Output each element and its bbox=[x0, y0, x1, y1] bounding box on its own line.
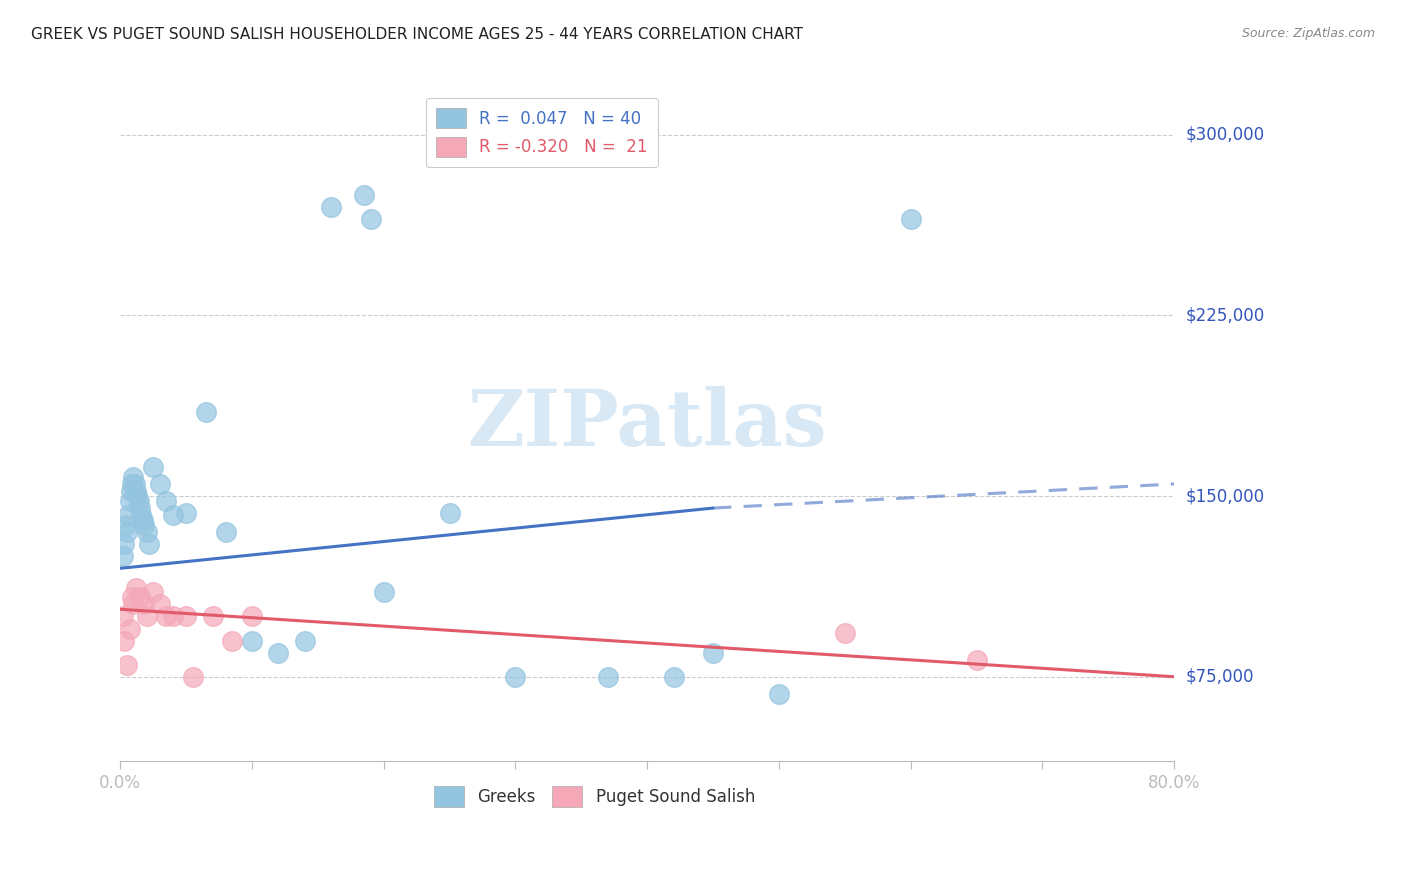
Point bbox=[111, 549, 134, 564]
Point bbox=[702, 646, 724, 660]
Point bbox=[129, 501, 152, 516]
Point bbox=[132, 517, 155, 532]
Point bbox=[131, 513, 153, 527]
Point bbox=[114, 517, 136, 532]
Point bbox=[360, 211, 382, 226]
Point bbox=[135, 609, 157, 624]
Point bbox=[174, 609, 197, 624]
Point bbox=[121, 591, 143, 605]
Point bbox=[120, 484, 142, 499]
Point bbox=[155, 493, 177, 508]
Point bbox=[128, 493, 150, 508]
Point bbox=[162, 508, 184, 523]
Point bbox=[662, 670, 685, 684]
Point bbox=[353, 187, 375, 202]
Point bbox=[142, 460, 165, 475]
Point bbox=[117, 508, 139, 523]
Point bbox=[115, 657, 138, 672]
Point bbox=[111, 609, 134, 624]
Text: $225,000: $225,000 bbox=[1185, 306, 1264, 325]
Point bbox=[132, 598, 155, 612]
Point bbox=[124, 477, 146, 491]
Text: Source: ZipAtlas.com: Source: ZipAtlas.com bbox=[1241, 27, 1375, 40]
Text: GREEK VS PUGET SOUND SALISH HOUSEHOLDER INCOME AGES 25 - 44 YEARS CORRELATION CH: GREEK VS PUGET SOUND SALISH HOUSEHOLDER … bbox=[31, 27, 803, 42]
Point bbox=[118, 493, 141, 508]
Point bbox=[122, 598, 145, 612]
Point bbox=[112, 537, 135, 551]
Point bbox=[505, 670, 527, 684]
Point bbox=[131, 508, 153, 523]
Point bbox=[439, 506, 461, 520]
Point bbox=[122, 469, 145, 483]
Text: ZIPatlas: ZIPatlas bbox=[467, 385, 827, 462]
Point bbox=[125, 484, 148, 499]
Point bbox=[174, 506, 197, 520]
Point bbox=[155, 609, 177, 624]
Point bbox=[149, 477, 172, 491]
Point bbox=[112, 633, 135, 648]
Point bbox=[596, 670, 619, 684]
Point bbox=[115, 525, 138, 540]
Point bbox=[129, 591, 152, 605]
Point bbox=[201, 609, 224, 624]
Point bbox=[373, 585, 395, 599]
Point bbox=[215, 525, 238, 540]
Text: $300,000: $300,000 bbox=[1185, 126, 1264, 144]
Point bbox=[267, 646, 290, 660]
Point bbox=[768, 687, 790, 701]
Point bbox=[319, 200, 342, 214]
Point bbox=[221, 633, 243, 648]
Point bbox=[900, 211, 922, 226]
Point bbox=[142, 585, 165, 599]
Point bbox=[162, 609, 184, 624]
Point bbox=[240, 609, 263, 624]
Text: $75,000: $75,000 bbox=[1185, 668, 1254, 686]
Point bbox=[118, 622, 141, 636]
Point bbox=[135, 525, 157, 540]
Legend: Greeks, Puget Sound Salish: Greeks, Puget Sound Salish bbox=[427, 780, 762, 814]
Point bbox=[834, 626, 856, 640]
Point bbox=[138, 537, 160, 551]
Point bbox=[125, 581, 148, 595]
Point bbox=[181, 670, 204, 684]
Point bbox=[966, 653, 988, 667]
Point bbox=[294, 633, 316, 648]
Point bbox=[194, 405, 217, 419]
Point bbox=[127, 489, 149, 503]
Point bbox=[121, 477, 143, 491]
Point bbox=[149, 598, 172, 612]
Text: $150,000: $150,000 bbox=[1185, 487, 1264, 505]
Point bbox=[240, 633, 263, 648]
